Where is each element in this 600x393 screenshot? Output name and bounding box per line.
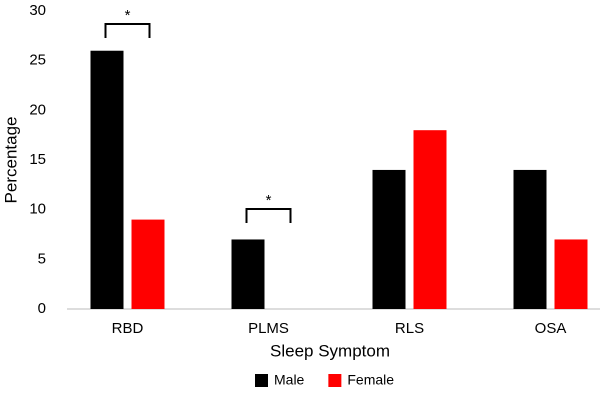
bar	[513, 169, 547, 309]
y-tick-label: 20	[29, 101, 46, 118]
bar	[231, 239, 265, 309]
legend-swatch	[328, 374, 342, 387]
y-tick-label: 10	[29, 201, 46, 218]
y-tick-label: 30	[29, 2, 46, 19]
legend-label: Male	[274, 372, 305, 388]
annotation: *	[266, 192, 272, 209]
bar	[131, 219, 165, 309]
y-tick-label: 25	[29, 52, 46, 69]
significance-bracket	[104, 23, 151, 38]
x-tick-label: RBD	[112, 320, 144, 337]
x-tick-label: RLS	[395, 320, 424, 337]
x-axis-label: Sleep Symptom	[270, 341, 390, 360]
y-tick-label: 15	[29, 151, 46, 168]
x-tick-label: PLMS	[248, 320, 289, 337]
bar	[372, 169, 406, 309]
bar	[90, 50, 124, 309]
y-axis-label: Percentage	[1, 117, 20, 204]
y-tick-label: 0	[38, 300, 46, 317]
annotation: *	[125, 7, 131, 24]
y-tick-label: 5	[38, 250, 46, 267]
significance-bracket	[245, 208, 292, 223]
bar	[554, 239, 588, 309]
legend-label: Female	[347, 372, 394, 388]
legend-swatch	[255, 374, 268, 387]
x-tick-label: OSA	[535, 320, 567, 337]
bar	[413, 130, 447, 309]
